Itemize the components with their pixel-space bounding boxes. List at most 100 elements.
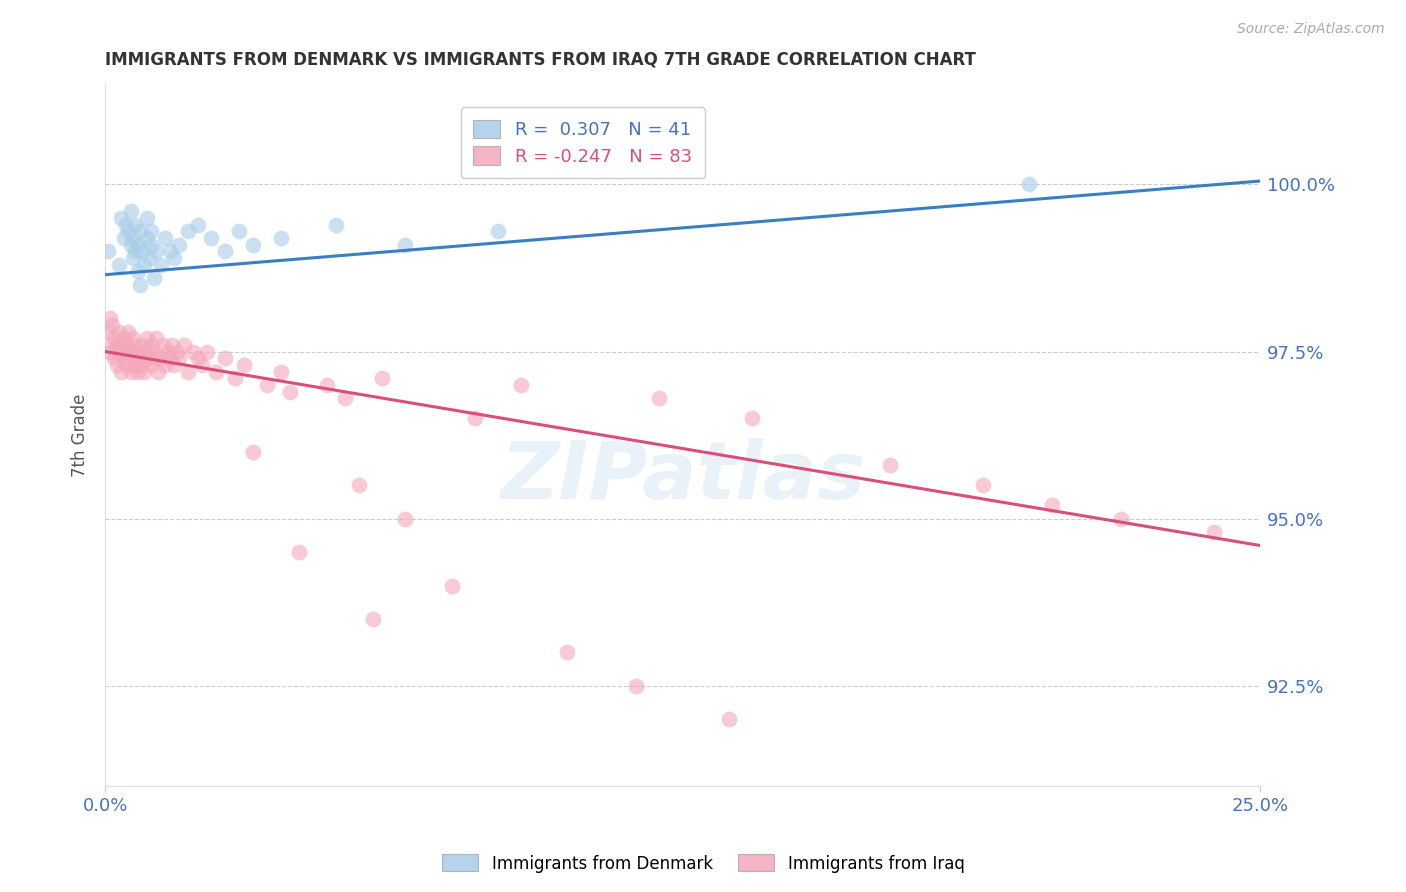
Legend: Immigrants from Denmark, Immigrants from Iraq: Immigrants from Denmark, Immigrants from…	[434, 847, 972, 880]
Point	[122, 251, 145, 265]
Point	[96, 325, 118, 339]
Point	[122, 351, 145, 366]
Point	[110, 211, 132, 225]
Point	[134, 258, 156, 272]
Point	[101, 338, 124, 352]
Point	[394, 237, 416, 252]
Point	[120, 344, 142, 359]
Point	[149, 351, 172, 366]
Point	[394, 512, 416, 526]
Point	[135, 331, 157, 345]
Point	[648, 392, 671, 406]
Point	[325, 218, 347, 232]
Point	[256, 378, 278, 392]
Point	[112, 231, 135, 245]
Point	[145, 244, 167, 259]
Point	[288, 545, 311, 559]
Point	[122, 331, 145, 345]
Point	[156, 344, 179, 359]
Point	[316, 378, 339, 392]
Point	[117, 325, 139, 339]
Point	[115, 358, 138, 372]
Point	[135, 344, 157, 359]
Point	[166, 344, 188, 359]
Point	[187, 351, 209, 366]
Point	[155, 231, 177, 245]
Point	[108, 344, 131, 359]
Point	[371, 371, 394, 385]
Point	[187, 218, 209, 232]
Point	[101, 318, 124, 332]
Point	[145, 331, 167, 345]
Point	[141, 338, 163, 352]
Point	[131, 358, 153, 372]
Point	[163, 251, 186, 265]
Point	[127, 264, 149, 278]
Point	[160, 338, 183, 352]
Point	[115, 218, 138, 232]
Point	[159, 244, 181, 259]
Point	[278, 384, 301, 399]
Point	[112, 331, 135, 345]
Point	[120, 365, 142, 379]
Point	[228, 224, 250, 238]
Point	[120, 204, 142, 219]
Point	[142, 344, 165, 359]
Point	[110, 365, 132, 379]
Point	[1040, 499, 1063, 513]
Point	[242, 237, 264, 252]
Point	[1018, 178, 1040, 192]
Point	[96, 244, 118, 259]
Point	[167, 351, 190, 366]
Point	[128, 277, 150, 292]
Point	[335, 392, 357, 406]
Point	[1202, 525, 1225, 540]
Point	[124, 244, 146, 259]
Point	[131, 338, 153, 352]
Point	[177, 224, 200, 238]
Legend: R =  0.307   N = 41, R = -0.247   N = 83: R = 0.307 N = 41, R = -0.247 N = 83	[461, 107, 704, 178]
Point	[626, 679, 648, 693]
Point	[115, 338, 138, 352]
Point	[141, 358, 163, 372]
Point	[117, 344, 139, 359]
Point	[105, 358, 128, 372]
Point	[555, 645, 578, 659]
Point	[509, 378, 531, 392]
Point	[112, 351, 135, 366]
Point	[108, 325, 131, 339]
Point	[167, 237, 190, 252]
Point	[879, 458, 901, 473]
Point	[195, 344, 218, 359]
Point	[108, 258, 131, 272]
Point	[134, 365, 156, 379]
Point	[117, 224, 139, 238]
Point	[155, 358, 177, 372]
Point	[177, 365, 200, 379]
Point	[141, 224, 163, 238]
Point	[141, 237, 163, 252]
Point	[270, 365, 292, 379]
Point	[138, 351, 160, 366]
Point	[1109, 512, 1132, 526]
Point	[361, 612, 384, 626]
Point	[717, 712, 740, 726]
Point	[103, 351, 125, 366]
Point	[152, 338, 174, 352]
Point	[103, 331, 125, 345]
Point	[124, 218, 146, 232]
Point	[138, 251, 160, 265]
Point	[270, 231, 292, 245]
Text: Source: ZipAtlas.com: Source: ZipAtlas.com	[1237, 22, 1385, 37]
Point	[242, 445, 264, 459]
Point	[232, 358, 254, 372]
Point	[124, 358, 146, 372]
Point	[741, 411, 763, 425]
Point	[135, 211, 157, 225]
Point	[122, 231, 145, 245]
Point	[191, 358, 214, 372]
Point	[486, 224, 509, 238]
Point	[464, 411, 486, 425]
Point	[200, 231, 222, 245]
Y-axis label: 7th Grade: 7th Grade	[72, 393, 89, 477]
